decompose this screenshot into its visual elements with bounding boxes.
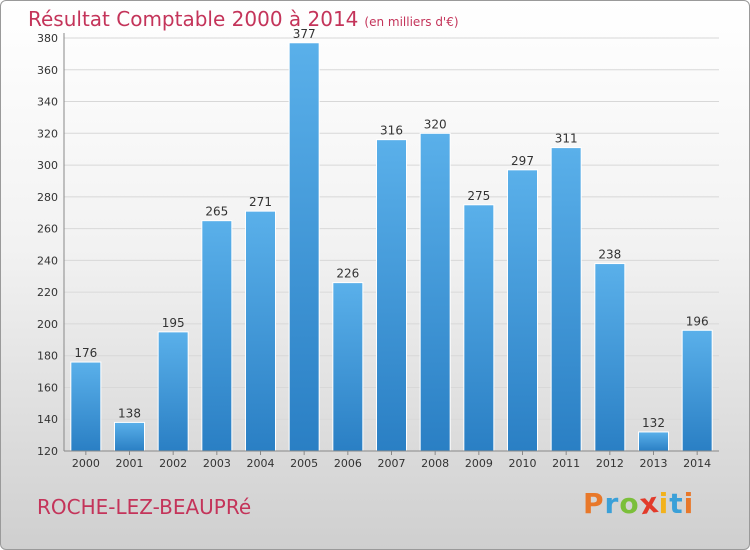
chart-title-text: Résultat Comptable 2000 à 2014: [28, 7, 359, 31]
x-tick-label-2005: 2005: [290, 457, 318, 470]
value-label-2013: 132: [642, 416, 665, 430]
y-tick-label: 240: [37, 254, 58, 267]
x-tick-label-2012: 2012: [596, 457, 624, 470]
x-tick-label-2008: 2008: [421, 457, 449, 470]
bars: 176 138 195 265 271 377 226 316 320 275 297 311 238 1…: [70, 27, 713, 452]
x-tick-label-2002: 2002: [159, 457, 187, 470]
value-label-2001: 138: [118, 406, 141, 420]
y-tick-label: 180: [37, 350, 58, 363]
bar-2007: [376, 139, 407, 452]
bar-2010: [507, 169, 538, 452]
y-tick-label: 340: [37, 96, 58, 109]
y-tick-label: 160: [37, 381, 58, 394]
bar-2011: [550, 147, 582, 452]
bar-2005: [288, 42, 320, 452]
chart-subtitle: (en milliers d'€): [364, 15, 459, 29]
value-label-2004: 271: [249, 195, 272, 209]
bar-2008: [419, 132, 451, 452]
y-tick-label: 200: [37, 318, 58, 331]
bar-2002: [157, 331, 189, 452]
bar-2000: [70, 361, 102, 452]
chart-title: Résultat Comptable 2000 à 2014 (en millie…: [28, 7, 459, 31]
x-tick-label-2007: 2007: [378, 457, 406, 470]
y-tick-label: 380: [37, 32, 58, 45]
y-tick-label: 140: [37, 413, 58, 426]
value-label-2002: 195: [162, 316, 185, 330]
logo-letter: P: [583, 487, 605, 520]
commune-name: ROCHE-LEZ-BEAUPRé: [37, 495, 252, 519]
x-tick-label-2009: 2009: [465, 457, 493, 470]
logo-letter: i: [658, 487, 670, 520]
bar-2001: [114, 421, 145, 452]
value-label-2014: 196: [686, 314, 709, 328]
logo-letter: i: [683, 487, 695, 520]
x-tick-label-2006: 2006: [334, 457, 362, 470]
value-label-2012: 238: [598, 248, 621, 262]
logo-letter: x: [637, 485, 661, 522]
value-label-2011: 311: [555, 132, 578, 146]
y-tick-label: 260: [37, 223, 58, 236]
bar-2009: [463, 204, 495, 452]
bar-2012: [594, 263, 626, 452]
x-tick-label-2004: 2004: [247, 457, 275, 470]
logo-letter: r: [604, 487, 620, 520]
x-tick-label-2013: 2013: [640, 457, 668, 470]
bar-2014: [681, 329, 713, 452]
y-tick-label: 300: [37, 159, 58, 172]
bar-2004: [245, 210, 276, 452]
x-tick-label-2011: 2011: [552, 457, 580, 470]
value-label-2006: 226: [336, 267, 359, 281]
value-label-2009: 275: [467, 189, 490, 203]
y-tick-label: 220: [37, 286, 58, 299]
bar-2013: [638, 431, 669, 452]
value-label-2000: 176: [74, 346, 97, 360]
value-label-2010: 297: [511, 154, 534, 168]
x-tick-label-2014: 2014: [683, 457, 711, 470]
y-tick-label: 360: [37, 64, 58, 77]
value-label-2008: 320: [424, 117, 447, 131]
proxiti-logo[interactable]: Proxiti: [583, 485, 695, 522]
x-tick-label-2003: 2003: [203, 457, 231, 470]
bar-2006: [332, 282, 364, 452]
y-tick-label: 280: [37, 191, 58, 204]
value-label-2005: 377: [293, 27, 316, 41]
x-tick-label-2010: 2010: [509, 457, 537, 470]
logo-letter: t: [669, 487, 684, 520]
value-label-2003: 265: [205, 205, 228, 219]
logo-letter: o: [619, 487, 640, 520]
y-tick-label: 120: [37, 445, 58, 458]
value-label-2007: 316: [380, 124, 403, 138]
x-tick-label-2001: 2001: [116, 457, 144, 470]
bar-2003: [201, 220, 233, 452]
y-tick-label: 320: [37, 127, 58, 140]
x-tick-label-2000: 2000: [72, 457, 100, 470]
axes: 120 140 160 180 200 220 240 260 280 300 320 340 360 3…: [37, 32, 719, 470]
